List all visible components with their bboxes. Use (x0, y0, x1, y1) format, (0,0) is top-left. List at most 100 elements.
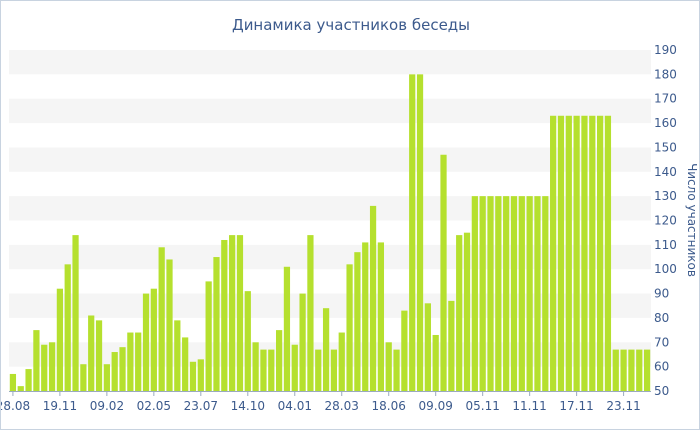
bar (221, 239, 228, 391)
bar (252, 342, 259, 391)
bar (416, 74, 424, 392)
bar (346, 264, 353, 391)
x-tick-label: 23.11 (606, 399, 640, 413)
bar (581, 115, 588, 391)
bar (80, 364, 87, 391)
x-axis-ticks: 28.08 19.11 09.02 02.05 23.07 14.10 04.01 28.03… (1, 391, 641, 413)
bar (534, 196, 541, 391)
y-tick-label: 120 (654, 214, 677, 228)
bar (573, 115, 580, 391)
bar (487, 196, 494, 391)
bar (9, 373, 17, 391)
y-tick-label: 70 (654, 335, 669, 349)
bar (142, 293, 150, 391)
x-tick-label: 09.09 (419, 399, 453, 413)
bar (72, 235, 79, 391)
bar (589, 115, 596, 391)
bar (260, 349, 267, 391)
bar (479, 196, 486, 391)
x-tick-label: 28.08 (1, 399, 30, 413)
y-tick-label: 150 (654, 140, 677, 154)
bar (197, 359, 204, 391)
bar (291, 344, 298, 391)
bar (503, 196, 510, 391)
y-axis-ticks: 50 60 70 80 90 100 110 120 130 140 150 160 170 180 190 (654, 43, 677, 398)
bar (174, 320, 181, 391)
bar (41, 344, 48, 391)
bar (456, 235, 463, 391)
bar (244, 291, 251, 391)
bar (424, 303, 431, 391)
x-tick-label: 19.11 (43, 399, 77, 413)
bar (56, 288, 64, 391)
bar (401, 310, 408, 391)
bar (409, 74, 416, 392)
grid-band (9, 147, 651, 172)
y-tick-label: 180 (654, 67, 677, 81)
y-tick-label: 190 (654, 43, 677, 57)
bar (471, 196, 478, 391)
bar (307, 235, 314, 391)
grid-band (9, 98, 651, 124)
bar (205, 281, 212, 391)
y-tick-label: 130 (654, 189, 677, 203)
bar (48, 342, 56, 391)
bar (150, 288, 157, 391)
y-tick-label: 160 (654, 116, 677, 130)
bar (448, 300, 455, 391)
bar (189, 361, 197, 391)
bar (111, 352, 118, 391)
bar (542, 196, 549, 391)
y-tick-label: 100 (654, 262, 677, 276)
y-tick-label: 110 (654, 238, 677, 252)
bar (510, 196, 518, 391)
bar (25, 369, 32, 391)
y-tick-label: 60 (654, 360, 669, 374)
y-axis-label: Число участников (685, 163, 699, 277)
bar (628, 349, 635, 391)
bar (268, 349, 275, 391)
bar (495, 196, 502, 391)
y-tick-label: 80 (654, 311, 669, 325)
bar (276, 330, 283, 391)
bar (362, 242, 369, 391)
bar (166, 259, 173, 391)
bar (393, 349, 400, 391)
x-tick-label: 14.10 (231, 399, 265, 413)
x-tick-label: 11.11 (512, 399, 546, 413)
bar (95, 320, 103, 391)
bar (377, 242, 385, 391)
bar (636, 349, 643, 391)
bar (158, 247, 165, 391)
bar (432, 334, 439, 391)
bar (385, 342, 392, 391)
bar (283, 266, 291, 391)
bar (565, 115, 572, 391)
y-tick-label: 90 (654, 287, 669, 301)
bar (643, 349, 651, 391)
bar (322, 308, 330, 391)
bar (369, 205, 377, 391)
bar (17, 386, 24, 391)
bar (135, 332, 142, 391)
bar (127, 332, 134, 391)
bar (213, 257, 220, 391)
x-tick-label: 28.03 (325, 399, 359, 413)
x-tick-label: 05.11 (466, 399, 500, 413)
bar (604, 115, 612, 391)
x-tick-label: 02.05 (137, 399, 171, 413)
bar (597, 115, 604, 391)
x-tick-label: 23.07 (184, 399, 218, 413)
bar (33, 330, 40, 391)
bar (526, 196, 533, 391)
bar (88, 315, 95, 391)
bar (440, 154, 447, 391)
bar (612, 349, 619, 391)
bar (182, 337, 189, 391)
bar (620, 349, 627, 391)
bar (236, 235, 244, 391)
bar (463, 232, 471, 391)
bar (354, 252, 361, 391)
